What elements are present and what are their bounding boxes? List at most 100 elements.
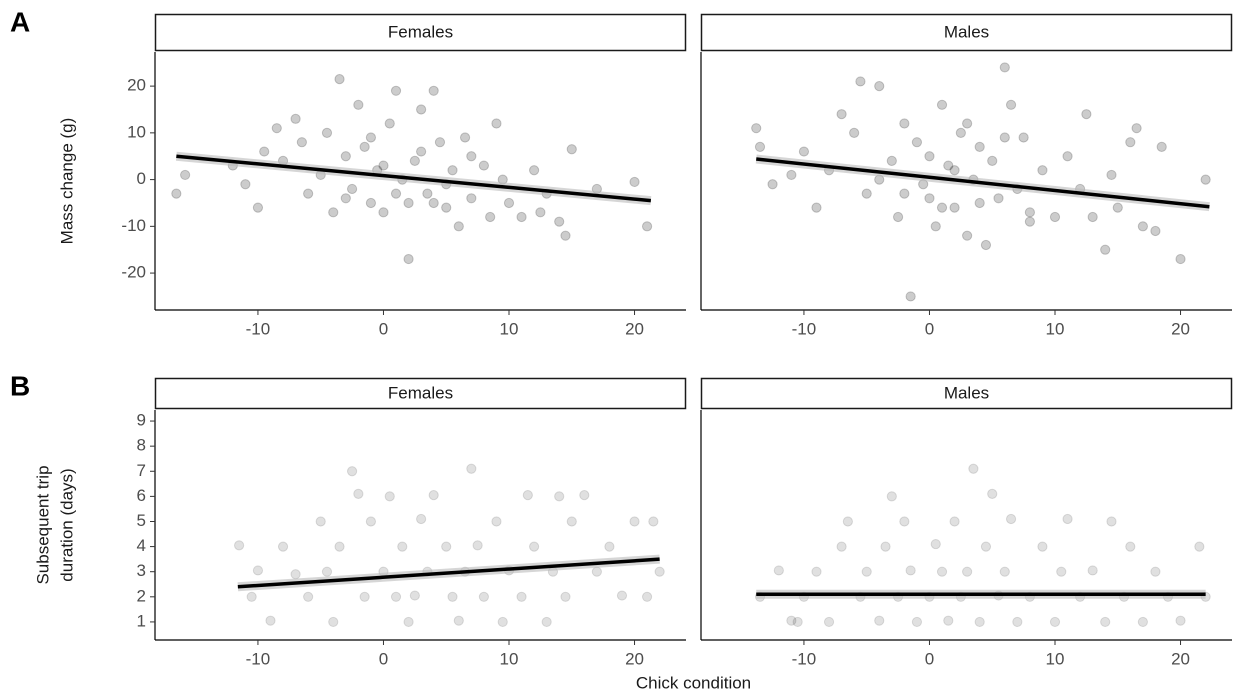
strip bbox=[154, 13, 687, 52]
x-tick-label: 20 bbox=[1171, 319, 1190, 338]
panel-label: A bbox=[10, 6, 30, 37]
point bbox=[1037, 165, 1048, 176]
point bbox=[1049, 211, 1061, 223]
point bbox=[1125, 137, 1136, 148]
y-tick-label: 4 bbox=[137, 536, 146, 555]
point bbox=[328, 616, 339, 628]
point bbox=[836, 109, 847, 120]
point bbox=[1150, 566, 1161, 577]
point bbox=[359, 591, 370, 602]
point bbox=[629, 176, 640, 188]
point bbox=[441, 541, 452, 552]
point bbox=[1106, 169, 1117, 181]
point bbox=[259, 146, 270, 157]
point bbox=[566, 144, 577, 155]
point bbox=[478, 591, 489, 602]
y-tick-label: 1 bbox=[137, 611, 146, 630]
point bbox=[428, 490, 439, 501]
point bbox=[416, 513, 427, 525]
point bbox=[798, 146, 810, 157]
point bbox=[340, 151, 351, 162]
point bbox=[434, 137, 446, 148]
x-tick-label: -10 bbox=[792, 319, 817, 338]
point bbox=[1087, 565, 1098, 576]
point bbox=[823, 616, 835, 628]
point bbox=[987, 488, 998, 499]
point bbox=[466, 193, 477, 204]
point bbox=[340, 193, 351, 204]
point bbox=[1062, 513, 1073, 525]
x-tick-label: 10 bbox=[1046, 649, 1065, 668]
y-tick-label: 9 bbox=[137, 411, 146, 430]
point bbox=[874, 81, 885, 92]
y-tick-label: 20 bbox=[127, 76, 146, 95]
point bbox=[1137, 616, 1148, 628]
point bbox=[842, 516, 853, 527]
point bbox=[767, 179, 778, 190]
point bbox=[365, 516, 377, 527]
point bbox=[459, 132, 471, 143]
fit-line bbox=[176, 154, 652, 203]
fit-line bbox=[756, 157, 1210, 209]
point bbox=[303, 591, 314, 602]
point bbox=[786, 169, 797, 181]
point bbox=[955, 127, 966, 138]
point bbox=[886, 155, 897, 167]
point bbox=[792, 616, 803, 628]
point bbox=[403, 616, 414, 628]
point bbox=[943, 615, 954, 626]
panel-label: B bbox=[10, 370, 30, 401]
point bbox=[751, 123, 762, 134]
point bbox=[522, 490, 533, 501]
x-tick-label: 10 bbox=[500, 649, 519, 668]
point bbox=[999, 132, 1010, 143]
point bbox=[861, 566, 872, 577]
point bbox=[390, 188, 402, 199]
point bbox=[579, 490, 590, 501]
point bbox=[905, 565, 916, 576]
point bbox=[980, 239, 992, 251]
point bbox=[786, 615, 797, 626]
point bbox=[974, 197, 985, 209]
point bbox=[855, 76, 866, 87]
y-axis-label: duration (days) bbox=[57, 468, 76, 581]
point bbox=[353, 488, 364, 499]
strip-text: Females bbox=[388, 22, 453, 41]
strip bbox=[700, 377, 1233, 410]
point bbox=[271, 123, 282, 134]
x-tick-label: 10 bbox=[500, 319, 519, 338]
point bbox=[1005, 513, 1017, 525]
y-tick-label: 8 bbox=[137, 436, 146, 455]
point bbox=[949, 202, 960, 213]
point bbox=[246, 591, 257, 602]
strip bbox=[700, 13, 1233, 52]
point bbox=[485, 211, 496, 223]
point bbox=[416, 104, 427, 115]
point bbox=[554, 491, 565, 502]
point bbox=[252, 202, 264, 213]
point bbox=[171, 188, 182, 199]
point bbox=[936, 202, 948, 213]
point bbox=[416, 146, 427, 157]
x-tick-label: -10 bbox=[246, 649, 271, 668]
point bbox=[390, 85, 402, 96]
point bbox=[1100, 244, 1111, 255]
y-tick-label: 3 bbox=[137, 561, 146, 580]
point bbox=[441, 202, 452, 213]
point bbox=[930, 538, 941, 550]
strip-text: Males bbox=[944, 22, 989, 41]
point bbox=[428, 85, 439, 96]
x-tick-label: 10 bbox=[1046, 319, 1065, 338]
point bbox=[397, 541, 408, 552]
point bbox=[491, 118, 502, 129]
point bbox=[453, 221, 464, 232]
point bbox=[949, 165, 960, 176]
point bbox=[503, 197, 515, 209]
point bbox=[554, 216, 565, 227]
point bbox=[497, 616, 508, 628]
point bbox=[641, 591, 653, 602]
y-tick-label: 0 bbox=[137, 169, 146, 188]
point bbox=[384, 118, 395, 129]
point bbox=[629, 516, 640, 527]
